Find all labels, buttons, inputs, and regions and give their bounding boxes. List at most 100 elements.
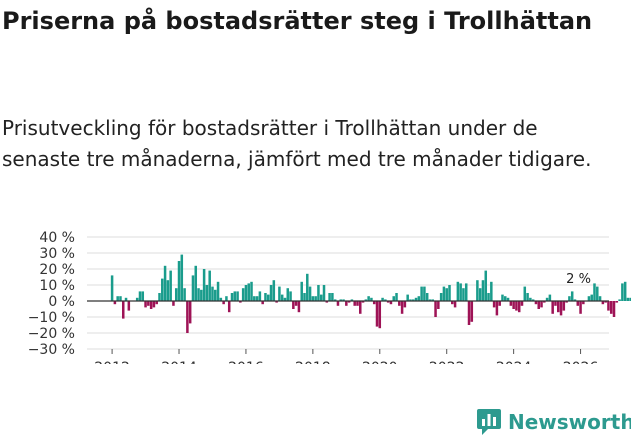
y-tick-label: 40 % [39,230,75,246]
bar [445,288,448,301]
bar [292,301,295,309]
bar [119,296,122,301]
bar [573,299,577,301]
y-tick-label: −10 % [28,310,75,326]
bar [124,297,128,301]
bar [609,301,613,314]
bar [272,280,276,301]
y-tick-label: −30 % [28,342,75,358]
bar [604,301,607,303]
y-tick-label: 30 % [39,246,75,262]
bar [300,281,303,301]
x-tick-label: 2018 [295,360,331,364]
bar [202,269,206,301]
bar [172,301,175,306]
bar [267,294,270,301]
y-tick-label: 10 % [39,278,75,294]
bar [456,281,460,301]
bar [520,301,524,306]
bar [328,293,331,301]
bar [607,301,610,311]
bar [205,285,209,301]
bar [188,301,192,324]
y-tick-label: 0 % [48,294,75,310]
bar [381,297,384,301]
bar [425,293,429,301]
bar [492,301,496,308]
bar [367,296,370,301]
bar [116,296,119,301]
bar [621,283,624,301]
bar [562,301,566,311]
bar [464,283,468,301]
y-axis: −30 %−20 %−10 %0 %10 %20 %30 %40 % [28,230,75,358]
bar [158,293,161,301]
bar [239,301,242,303]
bar [392,296,395,301]
bar [155,301,158,305]
bar [623,281,627,301]
bar [135,297,139,301]
bar [356,301,359,306]
bar [319,294,323,301]
bar [241,288,245,301]
bar [490,281,493,301]
bar [403,301,407,308]
x-tick-label: 2016 [228,360,264,364]
bar [166,280,170,301]
bar [317,285,320,301]
bar [400,301,404,314]
bar [487,293,490,301]
bar [548,294,552,301]
bar [208,270,211,301]
bar [501,294,504,301]
bar [459,283,462,301]
bar [629,297,631,301]
bar [428,299,432,301]
bar [261,301,264,305]
bars-layer [110,254,631,333]
bar [557,301,560,313]
bar [476,280,479,301]
bar [523,286,527,301]
bar [512,301,515,309]
bar [406,294,409,301]
brand-logo[interactable]: Newsworthy [476,405,631,439]
bar [163,265,167,301]
bar [509,301,513,306]
bar [280,294,284,301]
bar [152,301,156,308]
bar [278,286,281,301]
bar [515,301,518,311]
bar [200,289,203,301]
bar [216,281,220,301]
bar [286,288,290,301]
bar [222,301,225,305]
bar [230,293,234,301]
bar [233,291,237,301]
y-tick-label: −20 % [28,326,75,342]
bar [437,301,440,309]
bar [409,299,412,301]
bar [526,293,529,301]
x-tick-label: 2020 [362,360,398,364]
bar [506,297,510,301]
bar [378,301,382,329]
bar [587,296,591,301]
bar [596,286,599,301]
bar [467,301,471,325]
bar [122,301,125,319]
bar [244,285,248,301]
bar [568,296,571,301]
bar [253,296,256,301]
bar [174,288,178,301]
bar [113,301,117,305]
bar [191,275,195,301]
chart-subtitle: Prisutveckling för bostadsrätter i Troll… [2,116,592,171]
bar [498,301,501,306]
bar [149,301,153,309]
bar [289,291,292,301]
bar [297,301,301,313]
bar [186,301,189,333]
bar [331,293,334,301]
